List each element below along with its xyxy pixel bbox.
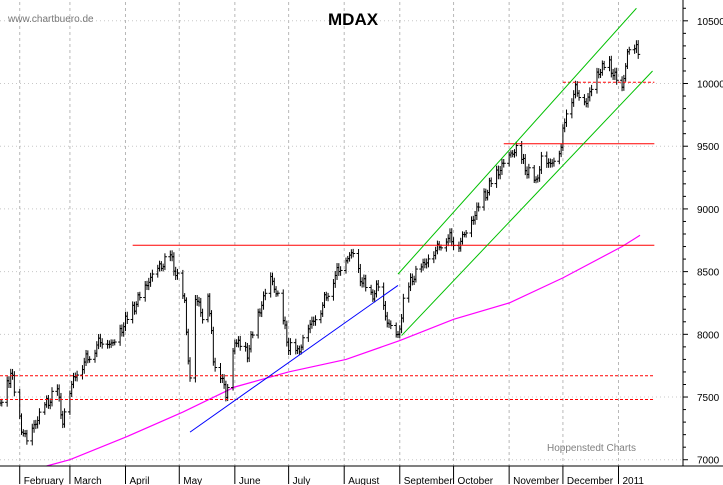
price-bar <box>24 429 29 445</box>
price-bar <box>37 408 42 425</box>
price-bar <box>464 230 469 238</box>
x-tick-label: March <box>74 476 102 485</box>
price-bar <box>125 311 130 324</box>
moving-average-layer <box>46 234 641 467</box>
chart-title: MDAX <box>328 10 379 29</box>
price-bar <box>263 288 268 301</box>
price-bar <box>162 253 167 271</box>
y-tick-label: 10500 <box>697 17 723 28</box>
price-bar <box>250 331 255 339</box>
y-tick-label: 8000 <box>697 330 720 341</box>
y-tick-label: 7000 <box>697 456 720 467</box>
y-tick-label: 7500 <box>697 393 720 404</box>
price-bar <box>589 84 594 97</box>
x-tick-label: July <box>293 476 311 485</box>
price-bar <box>87 356 92 363</box>
watermark: www.chartbuero.de <box>7 14 94 25</box>
y-tick-label: 9500 <box>697 142 720 153</box>
price-bar <box>300 334 305 351</box>
x-tick-label: October <box>458 476 494 485</box>
grid-layer <box>0 2 683 466</box>
price-bar <box>275 290 280 297</box>
y-tick-label: 10000 <box>697 80 723 91</box>
price-bar <box>175 268 180 280</box>
x-tick-label: February <box>24 476 64 485</box>
price-bar <box>137 291 142 301</box>
price-bar <box>551 157 556 167</box>
trend-line <box>189 285 399 433</box>
price-bar <box>100 338 105 349</box>
price-bar <box>388 320 393 330</box>
price-bar <box>401 293 406 323</box>
price-bar <box>238 335 243 351</box>
x-tick-label: April <box>129 476 149 485</box>
price-bar <box>188 357 193 382</box>
price-bar <box>636 40 641 59</box>
x-tick-label: December <box>567 476 614 485</box>
price-bar <box>225 383 230 402</box>
moving-average-line <box>46 234 641 467</box>
price-bar <box>200 308 205 324</box>
price-bar <box>476 202 481 212</box>
price-bar <box>288 338 293 356</box>
price-bar <box>526 163 531 179</box>
price-bar <box>62 408 67 428</box>
price-bar <box>539 151 544 174</box>
price-bar <box>426 254 431 268</box>
price-bar <box>150 269 155 282</box>
price-bar <box>577 89 582 101</box>
price-bar <box>627 46 632 55</box>
trend-line <box>401 70 653 336</box>
price-bar <box>213 357 218 372</box>
price-bar <box>363 274 368 292</box>
trend-lines-layer <box>0 7 655 433</box>
price-bar <box>614 67 619 85</box>
x-tick-label: September <box>404 476 454 485</box>
price-bar <box>489 177 494 188</box>
price-bar <box>413 265 418 283</box>
price-bar <box>351 248 356 258</box>
price-bar <box>313 315 318 326</box>
y-tick-label: 8500 <box>697 268 720 279</box>
price-bar <box>0 398 4 407</box>
x-tick-label: August <box>348 476 379 485</box>
source-label: Hoppenstedt Charts <box>547 443 636 454</box>
price-bar <box>338 266 343 276</box>
x-tick-label: May <box>183 476 202 485</box>
price-bar <box>501 158 506 168</box>
price-bar <box>564 109 569 127</box>
x-tick-label: November <box>513 476 560 485</box>
price-bars-layer <box>0 40 641 446</box>
price-bar <box>326 292 331 302</box>
price-bar <box>376 279 381 292</box>
price-bar <box>49 387 54 407</box>
price-bar <box>112 339 117 346</box>
x-tick-label: June <box>239 476 261 485</box>
y-tick-label: 9000 <box>697 205 720 216</box>
x-tick-label: 2011 <box>622 476 644 485</box>
trend-line <box>397 7 637 275</box>
price-bar <box>602 60 607 71</box>
